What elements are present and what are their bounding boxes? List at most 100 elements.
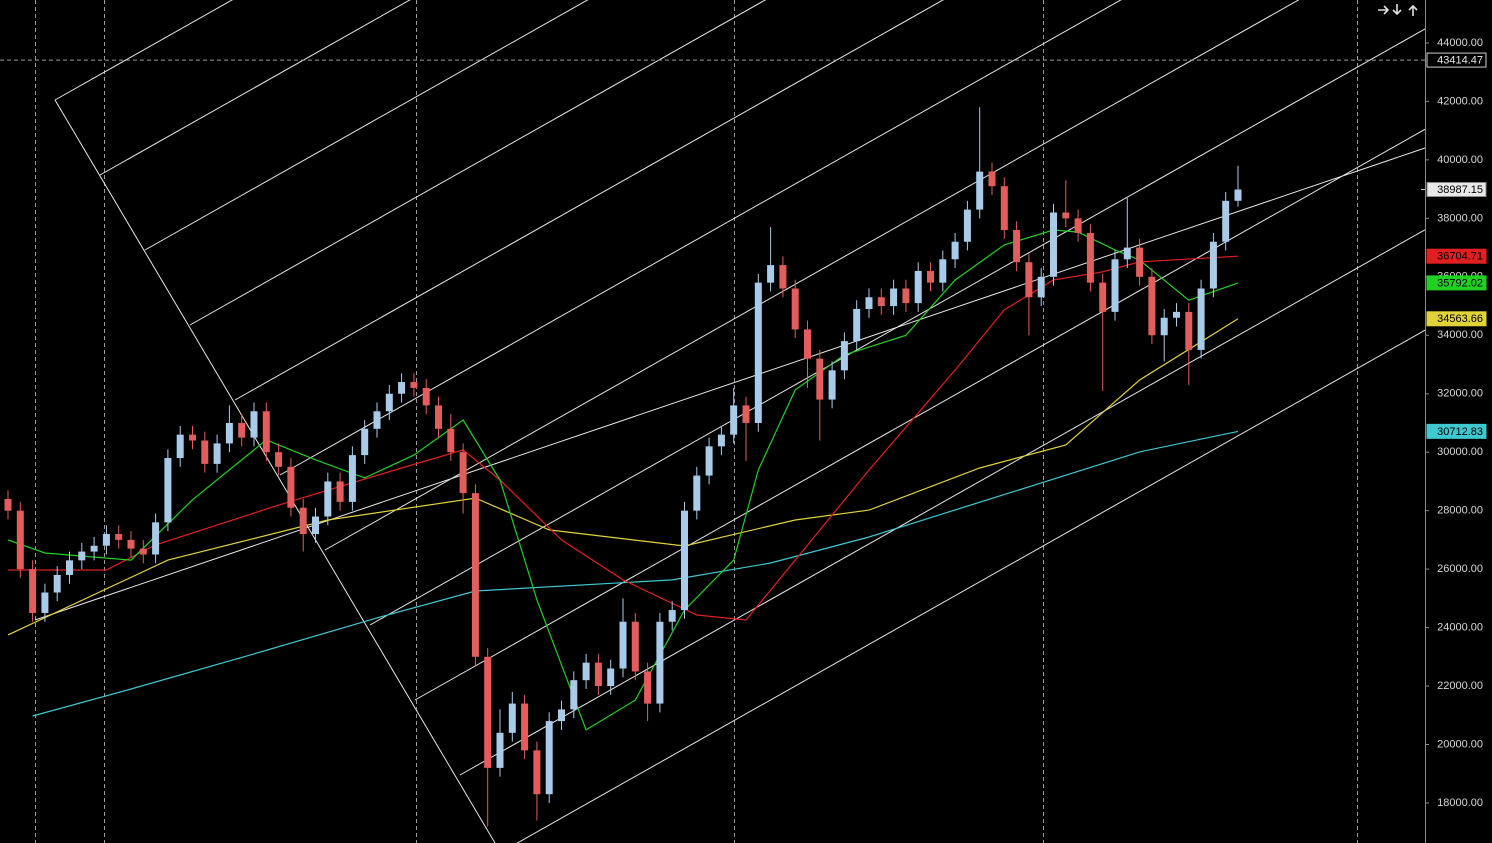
candle-body (791, 288, 799, 330)
candle-body (976, 171, 984, 210)
candle-body (4, 498, 12, 511)
candle-body (939, 259, 947, 283)
candle-body (545, 721, 553, 795)
y-tick-label: 30000.00 (1437, 446, 1483, 458)
y-tick-label: 26000.00 (1437, 563, 1483, 575)
y-tick-label: 40000.00 (1437, 154, 1483, 166)
ma-price-tag-box (1426, 248, 1487, 264)
candle-body (262, 411, 270, 453)
candle-body (754, 282, 762, 423)
candle-body (16, 510, 24, 570)
candle-body (1148, 276, 1156, 336)
candle-body (951, 241, 959, 260)
candle-body (398, 382, 406, 394)
candle-body (102, 534, 110, 546)
candle-body (410, 382, 418, 388)
last-price-tag-box (1426, 181, 1487, 197)
candle-body (914, 270, 922, 304)
candle-body (115, 534, 123, 540)
candle-body (1013, 230, 1021, 263)
y-tick-label: 20000.00 (1437, 738, 1483, 750)
candle-body (853, 308, 861, 342)
channel-drawings (34, 0, 1426, 843)
candle-body (1086, 232, 1094, 283)
candle-body (828, 370, 836, 400)
y-tick-label: 28000.00 (1437, 505, 1483, 517)
candle-body (594, 662, 602, 687)
y-tick-label: 18000.00 (1437, 797, 1483, 809)
candle-body (877, 297, 885, 307)
candle-body (681, 510, 688, 611)
candle-body (816, 358, 824, 400)
candle-body (1037, 276, 1045, 298)
trend-line (34, 147, 1426, 621)
candle-body (1173, 311, 1180, 318)
candle-body (668, 610, 676, 622)
fan-base-line (54, 99, 496, 843)
price-axis: 18000.00 20000.00 22000.00 24000.00 26000.00… (1425, 37, 1483, 809)
y-tick-label: 32000.00 (1437, 388, 1483, 400)
candle-body (742, 405, 750, 423)
candle-body (582, 662, 590, 681)
ma-price-tag-box (1426, 423, 1487, 439)
candle-body (730, 405, 738, 435)
y-tick-label: 44000.00 (1437, 37, 1483, 49)
crosshair-price-tag: 43414.47 (1437, 54, 1483, 66)
candle-body (29, 569, 37, 613)
candle-body (139, 548, 147, 555)
y-tick-label: 34000.00 (1437, 329, 1483, 341)
arrow-up[interactable] (1408, 4, 1418, 16)
candle-body (164, 458, 172, 523)
candle-body (656, 621, 664, 704)
candle-body (1099, 282, 1107, 312)
candle-body (385, 393, 393, 412)
ma-price-tag: 30712.83 (1437, 426, 1483, 438)
y-tick-label: 42000.00 (1437, 95, 1483, 107)
candle-body (890, 288, 898, 307)
candle-body (1185, 311, 1193, 350)
candle-body (361, 428, 369, 456)
channel-line (234, 0, 944, 401)
candle-body (41, 592, 49, 613)
candle-body (767, 265, 775, 283)
candle-body (66, 560, 73, 575)
candle-body (779, 265, 787, 289)
candle-body (471, 493, 479, 657)
candle-body (1062, 212, 1070, 219)
candle-body (1111, 259, 1119, 312)
candle-body (1136, 247, 1144, 277)
arrow-down[interactable] (1392, 4, 1402, 16)
moving-average (32, 430, 1239, 717)
candle-body (312, 516, 319, 535)
candle-body (1197, 288, 1205, 350)
ma-price-tag-box (1426, 311, 1487, 327)
candle-body (225, 422, 233, 444)
candle-body (324, 481, 332, 517)
candle-body (804, 329, 811, 359)
candle-body (1222, 200, 1230, 242)
ma-price-tag-box (1426, 275, 1487, 291)
candle-body (1123, 247, 1131, 260)
toolbar-arrows[interactable] (1378, 4, 1418, 16)
candle-body (644, 671, 652, 704)
candles (4, 107, 1242, 827)
candle-body (521, 703, 529, 751)
candle-body (927, 270, 934, 283)
ma-price-tag: 36704.71 (1437, 251, 1483, 263)
channel-line (144, 0, 589, 251)
channel-line (516, 329, 1426, 843)
candle-body (1025, 262, 1033, 298)
candle-body (459, 452, 467, 494)
candle-body (176, 434, 184, 459)
channel-line (99, 0, 411, 176)
channel-line (459, 229, 1426, 776)
ma-price-tag: 34563.66 (1437, 313, 1483, 325)
candle-body (90, 545, 98, 552)
candle-body (865, 297, 873, 309)
candle-body (558, 709, 565, 722)
last-price-tag: 38987.15 (1437, 184, 1483, 196)
arrow-right[interactable] (1378, 5, 1390, 15)
candle-body (152, 522, 160, 555)
candle-body (607, 668, 615, 687)
